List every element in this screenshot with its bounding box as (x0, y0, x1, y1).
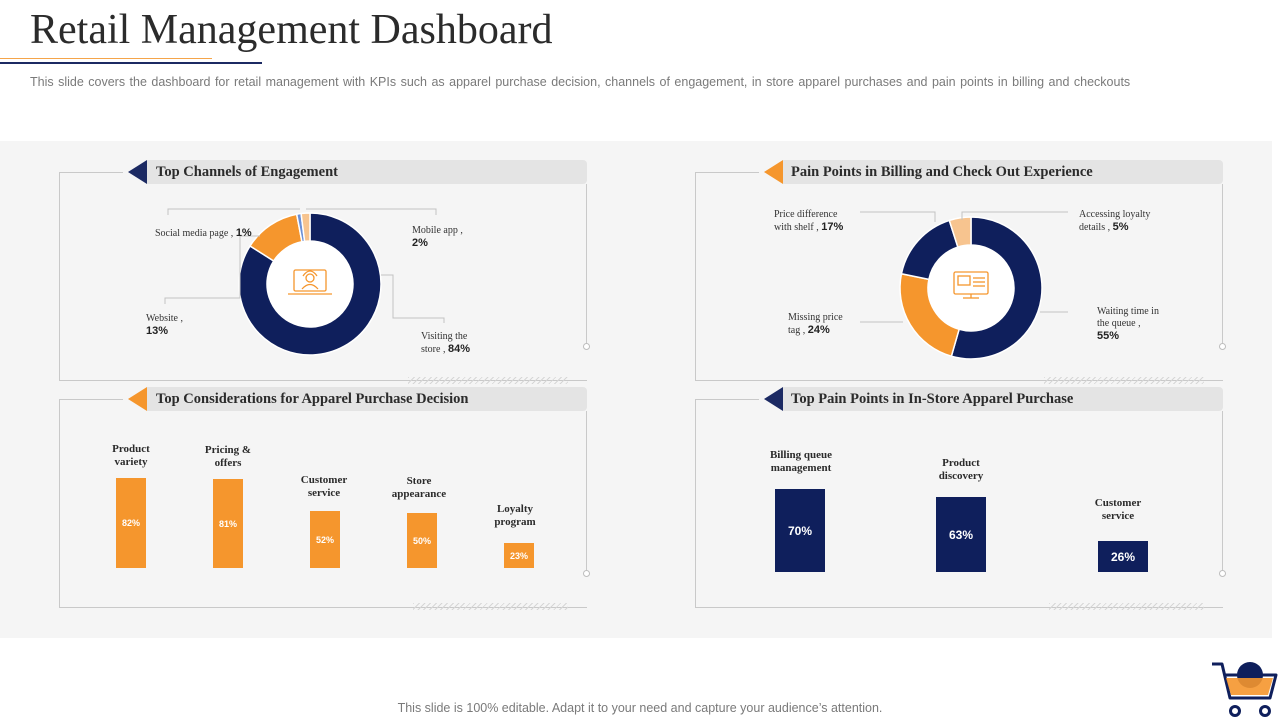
label-waiting-time: Waiting time in the queue , 55% (1097, 306, 1159, 342)
panel-header-arrow (128, 387, 147, 411)
title-underline (0, 62, 262, 64)
panel-hatch (408, 377, 568, 384)
panel-frame-top (59, 399, 123, 400)
bar-category-label: Product variety (112, 443, 150, 468)
panel-header-bar (147, 387, 587, 411)
leader-lines (164, 208, 445, 323)
page-footer: This slide is 100% editable. Adapt it to… (397, 701, 883, 715)
donut-billing (899, 216, 1043, 360)
bar-category-label: Pricing & offers (204, 444, 252, 469)
donut-slice-accessing-loyalty-details (948, 216, 972, 249)
donut-slice-waiting-time-in-the-queue (950, 216, 1043, 360)
page-title: Retail Management Dashboard (30, 7, 553, 53)
donut-hole (928, 245, 1014, 331)
bar-value-label: 26% (1110, 549, 1136, 564)
bar-value-label: 50% (412, 535, 431, 546)
bar-value-label: 70% (787, 523, 813, 538)
label-missing-price-tag: Missing price tag , 24% (788, 312, 843, 336)
bar-category-label: Customer service (1094, 497, 1142, 522)
donut-slice-mobile-app (300, 212, 311, 243)
panel-frame-right (1222, 184, 1223, 344)
panel-title: Top Considerations for Apparel Purchase … (156, 391, 469, 407)
panel-frame (59, 172, 587, 381)
bar-pricing-offers: 81% (213, 479, 243, 568)
panel-corner-dot (583, 570, 590, 577)
bar-value-label: 82% (121, 518, 140, 528)
label-website: Website , 13% (146, 313, 183, 337)
bar-value-label: 63% (948, 527, 974, 542)
panel-hatch (1044, 377, 1204, 384)
panel-frame (695, 172, 1223, 381)
panel-frame-top (695, 399, 759, 400)
panel-frame-right (586, 411, 587, 571)
bar-customer-service: 26% (1098, 541, 1148, 572)
leader-lines (860, 211, 1068, 323)
bar-store-appearance: 50% (407, 513, 437, 568)
page-subtitle: This slide covers the dashboard for reta… (30, 75, 1131, 89)
bar-category-label: Loyalty program (494, 503, 536, 528)
panel-frame-right (1222, 411, 1223, 571)
panel-title: Top Pain Points in In-Store Apparel Purc… (791, 391, 1074, 407)
panel-header-arrow (128, 160, 147, 184)
panel-hatch (1049, 603, 1204, 610)
panel-header-bar (147, 160, 587, 184)
bar-customer-service: 52% (310, 511, 340, 568)
bar-billing-queue-management: 70% (775, 489, 825, 572)
panel-header-arrow (764, 160, 783, 184)
panel-corner-dot (1219, 570, 1226, 577)
bar-value-label: 23% (509, 550, 528, 561)
label-social-media: Social media page , 1% (155, 227, 252, 239)
title-underline-accent (0, 58, 212, 59)
bar-value-label: 81% (218, 518, 237, 529)
panel-frame (695, 399, 1223, 608)
label-loyalty-details: Accessing loyalty details , 5% (1079, 209, 1151, 233)
bar-category-label: Product discovery (938, 457, 984, 482)
shopping-cart-icon (1212, 662, 1278, 717)
panel-hatch (413, 603, 568, 610)
panel-title: Top Channels of Engagement (156, 164, 338, 180)
label-mobile-app: Mobile app , 2% (412, 225, 463, 249)
bar-category-label: Billing queue management (769, 449, 833, 474)
panel-header-bar (783, 160, 1223, 184)
bar-value-label: 52% (315, 534, 334, 545)
panel-corner-dot (1219, 343, 1226, 350)
panel-corner-dot (583, 343, 590, 350)
bar-category-label: Store appearance (391, 475, 447, 500)
panel-header-bar (783, 387, 1223, 411)
bar-product-discovery: 63% (936, 497, 986, 572)
label-price-difference: Price difference with shelf , 17% (774, 209, 844, 233)
panel-frame-top (695, 172, 759, 173)
bar-product-variety: 82% (116, 478, 146, 568)
bar-loyalty-program: 23% (504, 543, 534, 568)
panel-frame-right (586, 184, 587, 344)
label-visiting-store: Visiting the store , 84% (421, 331, 470, 355)
bar-category-label: Customer service (300, 474, 348, 499)
panel-frame-top (59, 172, 123, 173)
panel-title: Pain Points in Billing and Check Out Exp… (791, 164, 1093, 180)
pos-terminal-icon (953, 271, 989, 299)
panel-header-arrow (764, 387, 783, 411)
laptop-support-icon (288, 269, 332, 295)
panel-frame (59, 399, 587, 608)
